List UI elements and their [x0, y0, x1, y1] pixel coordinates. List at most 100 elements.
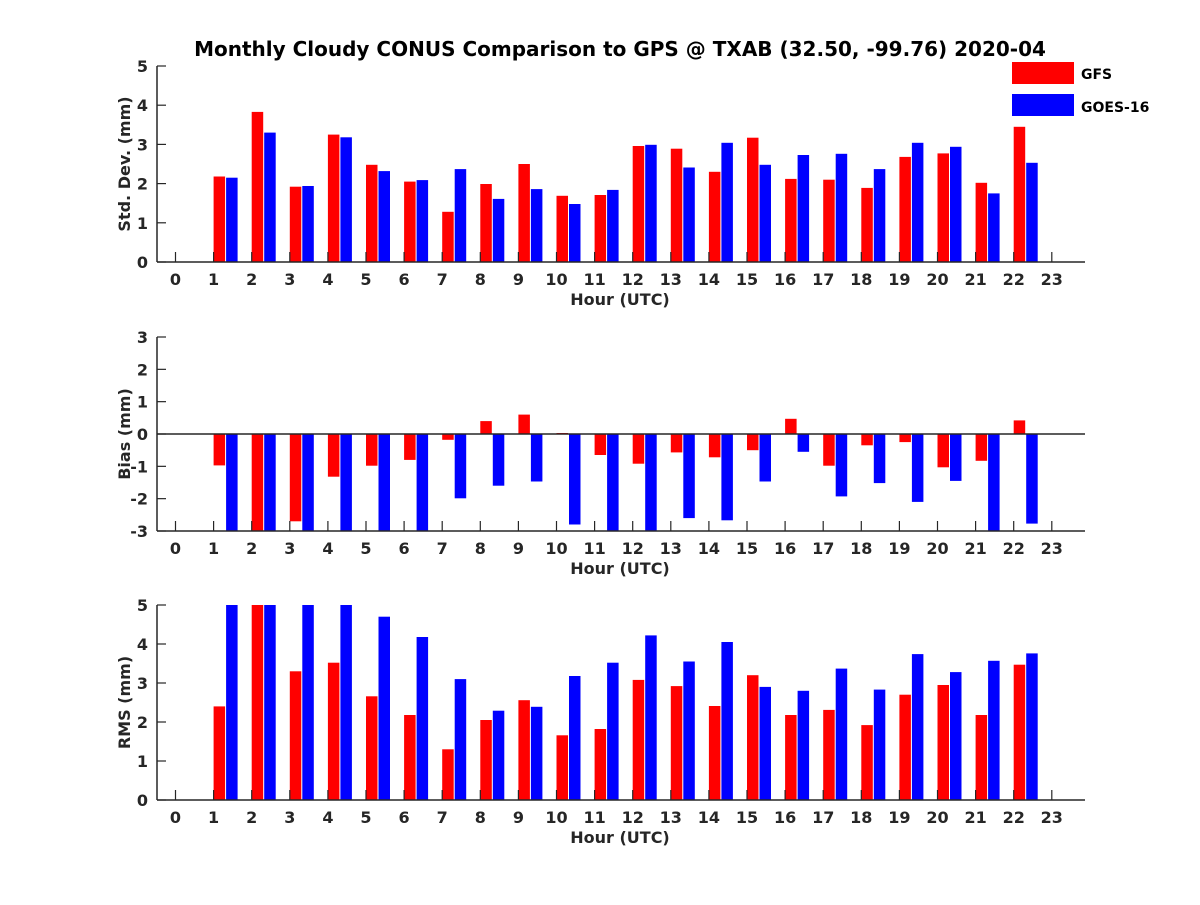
bar-panel3-goes16-h18: [873, 689, 886, 800]
bar-panel3-gfs-h6: [404, 715, 416, 800]
bar-panel3-goes16-h21: [988, 660, 1000, 800]
y-tick-label: 1: [137, 752, 148, 771]
y-tick-label: -2: [130, 490, 148, 509]
bar-panel1-gfs-h11: [594, 195, 607, 262]
legend-label-gfs: GFS: [1081, 67, 1112, 83]
bar-panel2-goes16-h18: [873, 434, 886, 484]
bar-panel1-goes16-h20: [950, 146, 962, 262]
x-tick-label: 20: [926, 270, 948, 289]
y-tick-label: -3: [130, 522, 148, 541]
bar-panel3-goes16-h11: [607, 662, 619, 800]
bar-panel1-gfs-h5: [366, 164, 378, 262]
x-tick-label: 6: [399, 270, 410, 289]
x-tick-label: 19: [888, 808, 910, 827]
bar-panel3-gfs-h10: [556, 735, 568, 800]
y-tick-label: 2: [137, 175, 148, 194]
x-tick-label: 18: [850, 539, 872, 558]
bar-panel1-goes16-h5: [378, 171, 390, 262]
bar-panel3-gfs-h21: [975, 715, 988, 800]
bar-panel1-goes16-h10: [569, 204, 581, 262]
bar-panel3-goes16-h16: [797, 690, 810, 800]
bar-panel2-goes16-h19: [911, 434, 924, 502]
bar-panel2-goes16-h11: [607, 434, 619, 531]
y-tick-label: 3: [137, 328, 148, 347]
bar-panel3-goes16-h6: [416, 637, 429, 800]
bar-panel1-gfs-h22: [1013, 126, 1026, 262]
bar-panel1-gfs-h9: [518, 164, 530, 262]
bar-panel2-goes16-h20: [950, 434, 962, 481]
bar-panel2-goes16-h13: [683, 434, 695, 519]
bar-panel3-gfs-h2: [251, 605, 264, 800]
x-tick-label: 19: [888, 270, 910, 289]
bar-panel3-goes16-h20: [950, 672, 962, 800]
bar-panel2-gfs-h16: [785, 418, 797, 434]
bar-panel1-gfs-h18: [861, 187, 873, 262]
x-tick-label: 2: [246, 539, 257, 558]
x-tick-label: 8: [475, 270, 486, 289]
x-tick-label: 11: [583, 808, 605, 827]
x-tick-label: 14: [698, 539, 720, 558]
x-tick-label: 10: [545, 270, 567, 289]
bar-panel3-gfs-h16: [785, 715, 797, 800]
x-tick-label: 12: [622, 808, 644, 827]
y-tick-label: 3: [137, 135, 148, 154]
x-tick-label: 3: [284, 808, 295, 827]
x-tick-label: 7: [437, 808, 448, 827]
x-tick-label: 20: [926, 539, 948, 558]
bar-panel2-gfs-h7: [442, 434, 454, 440]
x-tick-label: 15: [736, 808, 758, 827]
y-axis-label-panel2: Bias (mm): [115, 388, 134, 480]
bar-panel3-gfs-h9: [518, 700, 530, 800]
bar-panel3-gfs-h8: [480, 720, 492, 800]
bar-panel1-goes16-h3: [302, 186, 314, 262]
x-tick-label: 16: [774, 808, 796, 827]
y-tick-label: 4: [137, 96, 148, 115]
x-tick-label: 6: [399, 808, 410, 827]
x-tick-label: 1: [208, 539, 219, 558]
x-tick-label: 3: [284, 270, 295, 289]
bar-panel1-gfs-h19: [899, 156, 911, 262]
bar-panel3-gfs-h4: [327, 662, 340, 800]
bar-panel2-goes16-h3: [302, 434, 314, 531]
bar-panel1-gfs-h2: [251, 111, 264, 263]
bar-panel2-goes16-h5: [378, 434, 390, 531]
bar-panel3-goes16-h9: [530, 706, 543, 800]
bar-panel1-gfs-h17: [823, 179, 835, 262]
bar-panel3-gfs-h1: [213, 706, 226, 800]
bar-panel3-gfs-h7: [442, 749, 454, 800]
bar-panel3-goes16-h2: [264, 605, 276, 800]
bar-panel3-goes16-h15: [759, 686, 771, 800]
x-tick-label: 1: [208, 270, 219, 289]
bar-panel2-goes16-h9: [530, 434, 543, 482]
bar-panel2-gfs-h4: [327, 434, 340, 477]
x-tick-label: 22: [1003, 270, 1025, 289]
bar-panel2-goes16-h1: [226, 434, 238, 531]
x-tick-label: 9: [513, 539, 524, 558]
bar-panel1-goes16-h9: [530, 189, 543, 262]
bar-panel1-gfs-h8: [480, 184, 492, 262]
bar-panel1-goes16-h7: [454, 169, 467, 262]
bar-panel2-gfs-h1: [213, 434, 226, 466]
x-tick-label: 0: [170, 808, 181, 827]
x-tick-label: 7: [437, 539, 448, 558]
bar-panel3-gfs-h13: [670, 686, 683, 800]
bar-panel3-gfs-h17: [823, 709, 835, 800]
bar-panel3-goes16-h4: [340, 605, 352, 800]
x-tick-label: 7: [437, 270, 448, 289]
bar-panel1-gfs-h7: [442, 211, 454, 262]
bar-panel2-goes16-h4: [340, 434, 352, 531]
bar-panel2-goes16-h15: [759, 434, 771, 482]
legend-swatch-goes16: [1012, 94, 1074, 116]
x-tick-label: 9: [513, 808, 524, 827]
bar-panel2-goes16-h8: [492, 434, 505, 486]
x-tick-label: 2: [246, 808, 257, 827]
bar-panel3-goes16-h22: [1026, 653, 1038, 800]
x-tick-label: 18: [850, 808, 872, 827]
bar-panel2-goes16-h2: [264, 434, 276, 531]
bar-panel2-gfs-h12: [632, 434, 645, 464]
bar-panel1-goes16-h15: [759, 164, 771, 262]
x-tick-label: 4: [322, 539, 333, 558]
